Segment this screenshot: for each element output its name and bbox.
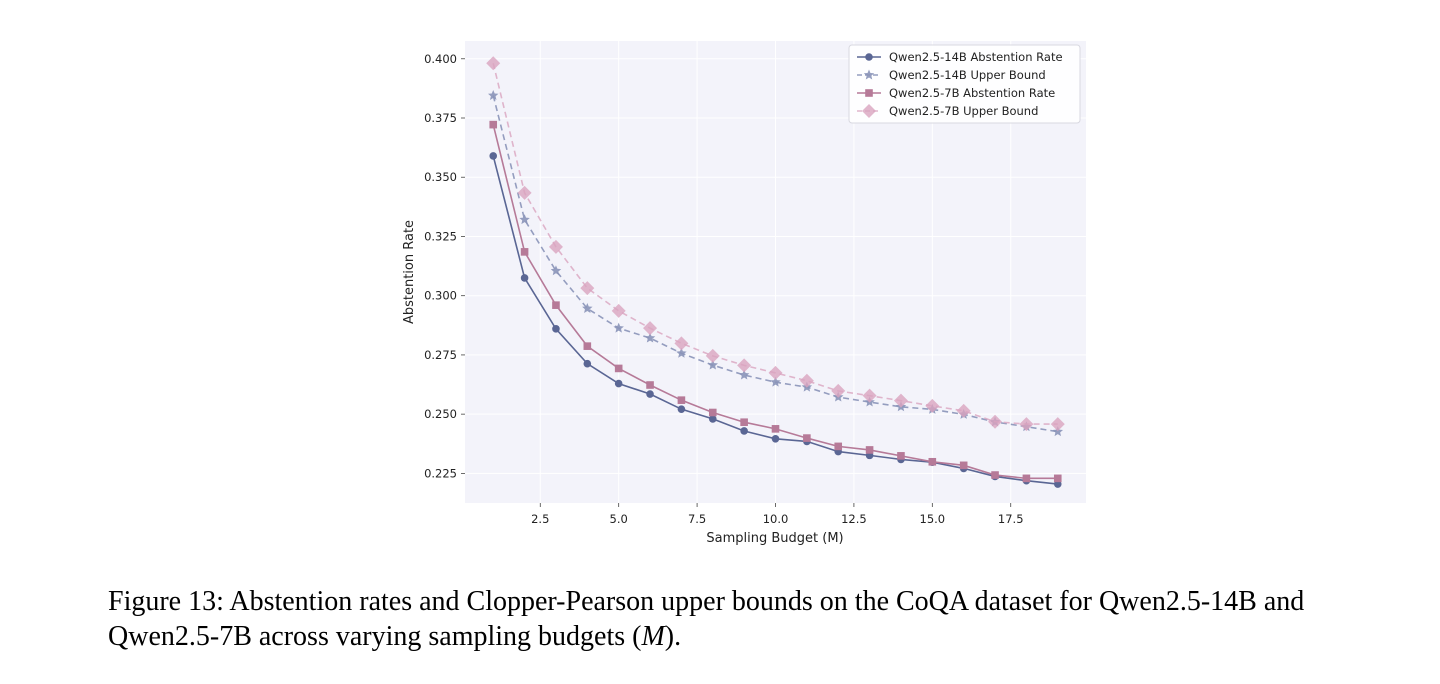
data-point — [548, 239, 563, 254]
data-point — [707, 359, 718, 370]
data-point — [520, 274, 529, 282]
x-axis-title: Sampling Budget (M) — [706, 531, 843, 546]
data-point — [768, 365, 783, 380]
data-point — [738, 369, 750, 380]
data-point — [488, 89, 499, 100]
legend-marker — [865, 89, 873, 97]
y-tick-label: 0.300 — [424, 289, 457, 303]
data-point — [705, 348, 720, 363]
data-point — [771, 425, 780, 433]
data-point — [583, 342, 592, 350]
data-point — [520, 248, 529, 256]
series-3 — [489, 120, 1062, 483]
legend: Qwen2.5-14B Abstention Rate Qwen2.5-14B U… — [848, 44, 1081, 124]
data-point — [956, 403, 971, 418]
data-point — [771, 434, 780, 443]
legend-marker — [865, 53, 873, 61]
data-point — [550, 265, 562, 276]
data-point — [770, 376, 781, 387]
grid — [465, 41, 1086, 503]
data-point — [646, 390, 654, 398]
data-point — [582, 302, 593, 313]
data-point — [486, 56, 501, 71]
data-point — [613, 322, 624, 333]
data-point — [799, 373, 814, 388]
data-point — [708, 415, 717, 423]
data-point — [865, 446, 874, 454]
data-point — [677, 396, 686, 404]
data-point — [959, 461, 968, 470]
legend-box — [848, 44, 1081, 124]
y-tick-label: 0.350 — [424, 170, 457, 184]
legend-label: Qwen2.5-7B Upper Bound — [889, 104, 1038, 118]
data-point — [1052, 426, 1063, 437]
caption-label: Figure 13: — [108, 586, 224, 617]
x-tick-label: 17.5 — [998, 512, 1024, 526]
data-point — [676, 347, 687, 358]
data-point — [928, 457, 937, 466]
data-point — [988, 414, 1003, 429]
data-point — [614, 364, 623, 373]
data-point — [1019, 417, 1034, 432]
y-tick-label: 0.325 — [424, 229, 457, 243]
y-tick-label: 0.250 — [424, 407, 457, 421]
data-point — [1022, 474, 1031, 483]
data-point — [831, 383, 846, 398]
x-tick-label: 5.0 — [610, 512, 628, 526]
figure-caption: Figure 13: Abstention rates and Clopper-… — [108, 584, 1398, 654]
series-group — [486, 56, 1065, 488]
data-point — [614, 379, 623, 388]
data-point — [1053, 474, 1062, 483]
data-point — [583, 359, 592, 368]
data-point — [740, 418, 748, 427]
y-tick-label: 0.225 — [424, 466, 457, 480]
y-axis-title: Abstention Rate — [402, 220, 417, 324]
data-point — [644, 332, 656, 343]
data-point — [489, 152, 498, 160]
x-tick-label: 10.0 — [763, 512, 789, 526]
data-point — [834, 442, 843, 451]
data-point — [1050, 417, 1065, 432]
y-tick-label: 0.375 — [424, 111, 457, 125]
x-tick-label: 15.0 — [920, 512, 946, 526]
legend-label: Qwen2.5-7B Abstention Rate — [889, 86, 1055, 100]
data-point — [517, 185, 532, 200]
data-point — [991, 471, 999, 479]
data-point — [862, 388, 877, 403]
x-tick-label: 7.5 — [688, 512, 706, 526]
data-point — [897, 452, 905, 460]
data-point — [893, 393, 908, 408]
data-point — [646, 381, 654, 389]
data-point — [674, 336, 689, 351]
data-point — [519, 214, 530, 225]
data-point — [803, 434, 811, 442]
caption-end: ). — [664, 621, 682, 652]
data-point — [489, 120, 498, 129]
x-tick-label: 2.5 — [531, 512, 549, 526]
data-point — [708, 408, 717, 417]
data-point — [611, 303, 626, 318]
data-point — [740, 427, 748, 435]
data-point — [552, 325, 560, 333]
y-tick-label: 0.400 — [424, 52, 457, 66]
data-point — [580, 281, 595, 296]
data-point — [677, 405, 686, 413]
legend-marker — [863, 69, 875, 80]
y-tick-label: 0.275 — [424, 348, 457, 362]
data-point — [737, 358, 752, 373]
x-tick-label: 12.5 — [841, 512, 867, 526]
data-point — [925, 398, 940, 413]
caption-math: M — [641, 621, 665, 652]
data-point — [643, 321, 658, 336]
data-point — [552, 301, 560, 309]
legend-marker — [862, 104, 876, 118]
legend-label: Qwen2.5-14B Abstention Rate — [889, 50, 1063, 64]
legend-label: Qwen2.5-14B Upper Bound — [889, 68, 1046, 82]
axis-ticks: 2.5 5.0 7.5 10.0 12.5 15.0 17.5 0.225 0.250 0.275… — [424, 52, 1023, 526]
caption-text: Abstention rates and Clopper-Pearson upp… — [108, 586, 1305, 652]
series-4 — [486, 56, 1065, 432]
